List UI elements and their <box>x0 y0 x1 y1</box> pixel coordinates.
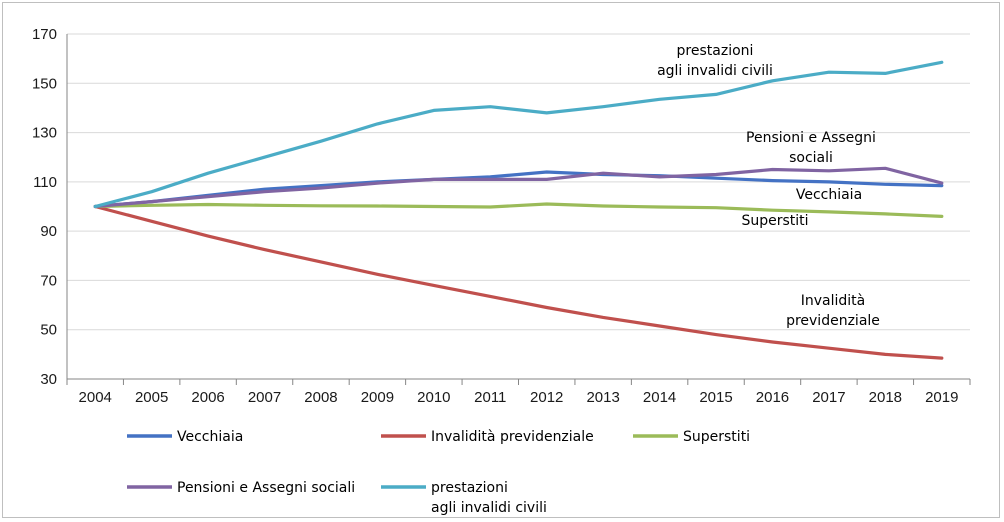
series-annotation: prestazioni <box>677 43 754 59</box>
x-tick-label: 2019 <box>925 389 958 406</box>
y-tick-label: 110 <box>33 174 57 191</box>
y-tick-label: 70 <box>40 272 57 289</box>
x-tick-label: 2008 <box>304 389 337 406</box>
legend-label: prestazioni <box>431 480 508 496</box>
x-tick-label: 2013 <box>586 389 619 406</box>
series-annotation: Superstiti <box>741 213 808 229</box>
series-annotation: previdenziale <box>786 313 880 329</box>
series-annotation: agli invalidi civili <box>657 63 773 79</box>
y-tick-label: 150 <box>32 75 57 92</box>
x-tick-label: 2009 <box>361 389 394 406</box>
y-tick-label: 90 <box>40 223 57 240</box>
x-tick-label: 2005 <box>135 389 168 406</box>
legend-label: Vecchiaia <box>177 429 243 445</box>
legend-label: Invalidità previdenziale <box>431 429 594 445</box>
x-tick-label: 2006 <box>191 389 224 406</box>
x-tick-label: 2015 <box>699 389 732 406</box>
x-tick-label: 2011 <box>474 389 506 406</box>
x-tick-label: 2016 <box>756 389 789 406</box>
series-annotation: sociali <box>789 150 833 166</box>
series-line-prestazioni-agli-invalidi-civili <box>93 60 944 209</box>
series-line-pensioni-e-assegni-sociali <box>93 166 944 209</box>
series-annotation: Pensioni e Assegni <box>746 130 876 146</box>
x-tick-label: 2018 <box>869 389 902 406</box>
legend-label: Pensioni e Assegni sociali <box>177 480 355 496</box>
legend-label: agli invalidi civili <box>431 500 547 516</box>
series-line-invalidit-previdenziale <box>93 204 944 360</box>
series-annotation: Invalidità <box>801 293 866 309</box>
y-tick-label: 130 <box>32 125 57 142</box>
series-annotation: Vecchiaia <box>796 187 862 203</box>
series-line-vecchiaia <box>93 170 944 209</box>
x-tick-label: 2004 <box>79 389 112 406</box>
x-tick-label: 2017 <box>812 389 845 406</box>
y-tick-label: 170 <box>32 26 57 43</box>
legend-label: Superstiti <box>683 429 750 445</box>
x-tick-label: 2012 <box>530 389 563 406</box>
x-tick-label: 2007 <box>248 389 281 406</box>
x-tick-label: 2014 <box>643 389 676 406</box>
x-tick-label: 2010 <box>417 389 450 406</box>
series-line-superstiti <box>93 202 944 218</box>
y-tick-label: 50 <box>40 322 57 339</box>
y-tick-label: 30 <box>40 371 57 388</box>
line-chart: 30 50 70 90 110 130 150 170 2004 2005 2006 2007 2008… <box>32 26 971 516</box>
